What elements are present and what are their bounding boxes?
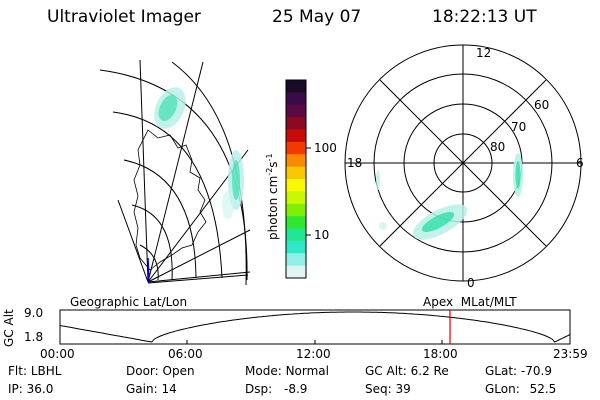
colorbar-segment <box>286 166 306 180</box>
info-gcalt: GC Alt: 6.2 Re <box>365 364 449 378</box>
tick-label-0000: 00:00 <box>40 347 75 361</box>
tick-label-0600: 06:00 <box>168 347 203 361</box>
colorbar-tick-100: 100 <box>314 141 337 155</box>
time-label: 18:22:13 UT <box>432 7 537 27</box>
tick-label-2359: 23:59 <box>553 347 588 361</box>
colorbar <box>286 80 306 279</box>
instrument-title: Ultraviolet Imager <box>47 7 201 27</box>
colorbar-segment <box>286 265 306 279</box>
timeline-axis-label: GC Alt <box>2 309 16 347</box>
colorbar-segment <box>286 92 306 106</box>
info-glat: GLat: -70.9 <box>485 364 552 378</box>
colorbar-segment <box>286 141 306 155</box>
colorbar-segment <box>286 129 306 143</box>
timeline-ymax: 9.0 <box>24 306 44 320</box>
info-gain: Gain: 14 <box>126 382 177 396</box>
colorbar-segment <box>286 80 306 93</box>
geo-aurora <box>154 87 244 219</box>
lat-label-60: 60 <box>534 98 550 112</box>
info-glon: GLon: 52.5 <box>485 382 557 396</box>
colorbar-segment <box>286 228 306 242</box>
date-label: 25 May 07 <box>272 7 362 27</box>
apex-caption: Apex MLat/MLT <box>423 295 517 309</box>
colorbar-unit-label: photon cm-2s-1 <box>265 153 280 240</box>
colorbar-segment <box>286 117 306 131</box>
lat-label-70: 70 <box>511 120 527 134</box>
geographic-caption: Geographic Lat/Lon <box>70 295 188 309</box>
polar-plot <box>344 44 582 282</box>
tick-label-1800: 18:00 <box>423 347 458 361</box>
colorbar-segment <box>286 104 306 118</box>
mlt-label-12: 12 <box>476 46 492 60</box>
colorbar-frame <box>285 79 307 279</box>
geographic-map <box>99 59 251 286</box>
info-dsp: Dsp: -8.9 <box>245 382 308 396</box>
altitude-curve <box>59 311 571 343</box>
timeline-ticks <box>59 340 571 344</box>
lat-label-80: 80 <box>490 140 506 154</box>
info-seq: Seq: 39 <box>365 382 411 396</box>
colorbar-segment <box>286 240 306 254</box>
info-mode: Mode: Normal <box>245 364 329 378</box>
polar-aurora <box>376 153 523 240</box>
colorbar-segment <box>286 154 306 168</box>
mlt-label-0: 0 <box>467 276 475 290</box>
tick-label-1200: 12:00 <box>296 347 331 361</box>
colorbar-segment <box>286 203 306 217</box>
timeline-ymin: 1.8 <box>24 330 44 344</box>
colorbar-segment <box>286 191 306 205</box>
info-ip: IP: 36.0 <box>8 382 54 396</box>
colorbar-segment <box>286 216 306 230</box>
mlt-label-6: 6 <box>576 156 584 170</box>
spacecraft-track <box>147 257 150 284</box>
info-flt: Flt: LBHL <box>8 364 62 378</box>
colorbar-segment <box>286 179 306 192</box>
colorbar-tick-10: 10 <box>314 228 330 242</box>
colorbar-segment <box>286 253 306 267</box>
mlt-label-18: 18 <box>347 156 363 170</box>
info-door: Door: Open <box>126 364 195 378</box>
